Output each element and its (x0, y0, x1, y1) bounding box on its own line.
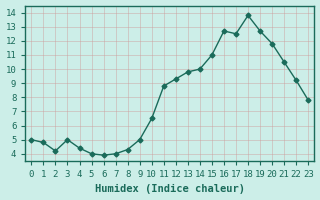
X-axis label: Humidex (Indice chaleur): Humidex (Indice chaleur) (95, 184, 245, 194)
